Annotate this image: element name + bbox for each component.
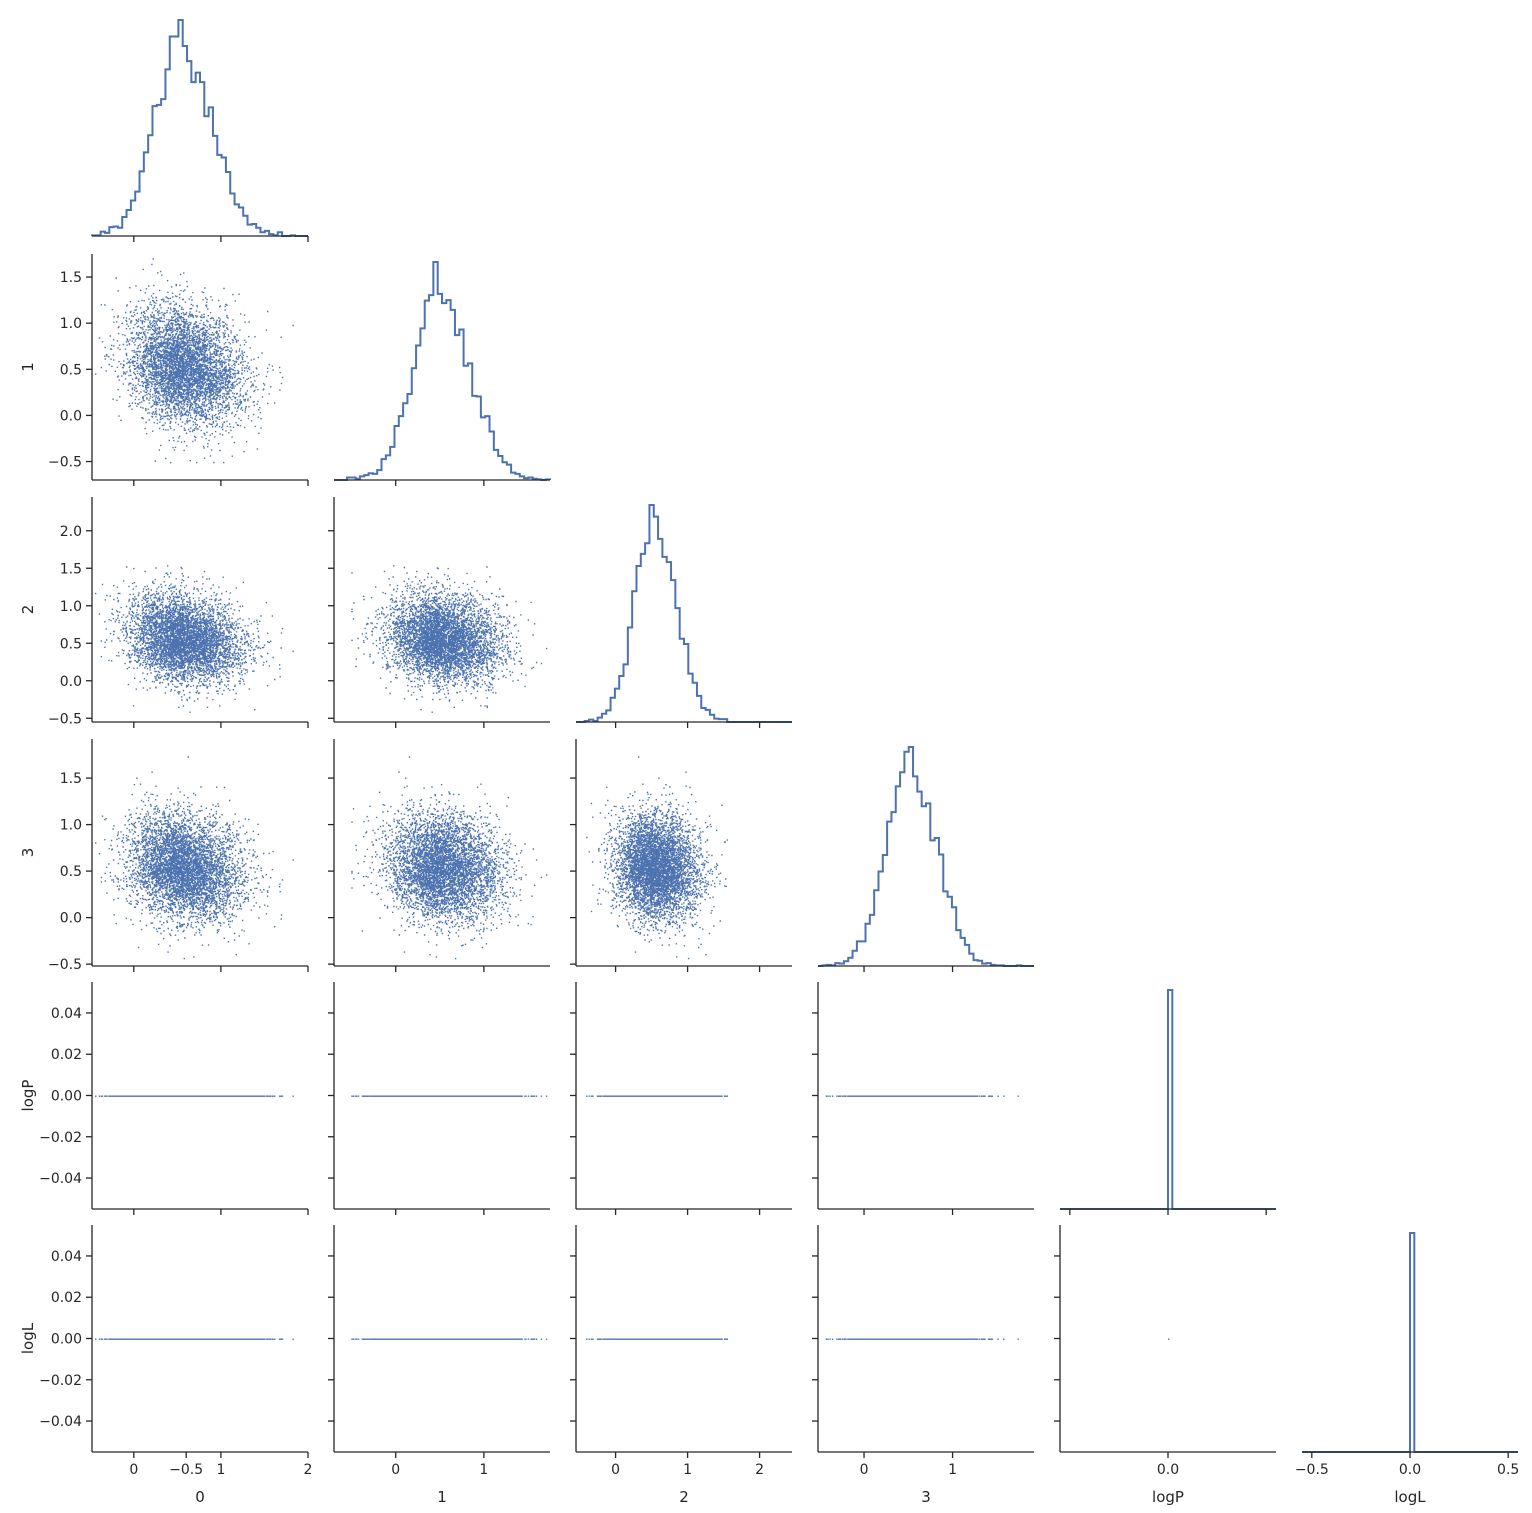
panel-logP-vs-logP [1060, 989, 1276, 1215]
histogram-3 [818, 746, 1034, 967]
x-tick-label: 0 [391, 1462, 400, 1478]
x-tick-label: −0.5 [169, 1462, 203, 1478]
panel-logP-vs-2 [570, 982, 792, 1215]
y-tick-label: 0.00 [51, 1332, 82, 1348]
y-tick-label: 0.02 [51, 1290, 82, 1306]
x-tick-label: 1 [479, 1462, 488, 1478]
y-axis-label-3: 3 [19, 848, 37, 858]
panel-2-vs-1 [328, 497, 550, 728]
y-tick-label: −0.02 [39, 1373, 82, 1389]
y-axis-label-logL: logL [19, 1322, 37, 1354]
y-tick-label: 1.0 [60, 599, 82, 615]
y-axis-label-1: 1 [19, 362, 37, 372]
x-tick-label: 0.5 [1497, 1462, 1519, 1478]
y-tick-label: 0.00 [51, 1089, 82, 1105]
panel-3-vs-1 [328, 739, 550, 972]
scatter-points-logL-vs-3 [825, 1338, 1019, 1340]
panel-2-vs-0: −0.5 0.0 0.5 1.0 1.5 2.0 [48, 497, 309, 728]
panel-logP-vs-3 [812, 982, 1034, 1215]
scatter-points-logP-vs-3 [825, 1095, 1019, 1097]
x-tick-label: 2 [755, 1462, 764, 1478]
scatter-points-logP-vs-2 [586, 1095, 728, 1097]
x-tick-label: 2 [304, 1462, 313, 1478]
panel-logL-vs-logP: −0.50.00.5 [169, 1225, 1276, 1478]
y-axis-label-2: 2 [19, 605, 37, 615]
y-tick-label: 1.0 [60, 316, 82, 332]
histogram-logL [1302, 1232, 1518, 1453]
y-tick-label: −0.04 [39, 1171, 82, 1187]
x-tick-label: 1 [216, 1462, 225, 1478]
panel-3-vs-2 [570, 739, 792, 972]
y-tick-label: −0.5 [48, 455, 82, 471]
y-tick-label: 0.0 [60, 911, 82, 927]
panel-2-vs-2 [576, 504, 792, 728]
x-tick-label: 0.0 [1157, 1462, 1179, 1478]
panel-logL-vs-0: 0 1 2 −0.04 −0.02 0.00 0.02 0.04 [39, 1225, 312, 1478]
x-tick-label: 0.0 [1399, 1462, 1421, 1478]
scatter-points-3-vs-0 [95, 756, 294, 960]
scatter-points-3-vs-2 [586, 756, 728, 960]
x-tick-label: 0 [129, 1462, 138, 1478]
y-axis-label-logP: logP [19, 1080, 37, 1112]
panel-3-vs-0: −0.5 0.0 0.5 1.0 1.5 [48, 739, 309, 973]
y-tick-label: 0.5 [60, 636, 82, 652]
y-tick-label: 0.02 [51, 1047, 82, 1063]
y-tick-label: 2.0 [60, 524, 82, 540]
panel-logL-vs-logL: −0.5 0.0 0.5 [1295, 1232, 1519, 1478]
panel-logP-vs-1 [328, 982, 550, 1215]
scatter-points-1-vs-0 [95, 258, 294, 464]
scatter-points-3-vs-1 [351, 756, 548, 960]
scatter-points-logL-vs-1 [351, 1338, 548, 1340]
histogram-2 [576, 504, 792, 723]
x-axis-label-2: 2 [679, 1488, 689, 1506]
panel-logL-vs-2: 0 1 2 [570, 1225, 792, 1478]
y-tick-label: 0.5 [60, 864, 82, 880]
y-tick-label: −0.04 [39, 1414, 82, 1430]
panel-0-vs-0 [91, 19, 309, 242]
scatter-points-2-vs-0 [95, 565, 294, 713]
x-tick-label: 0 [860, 1462, 869, 1478]
panel-logP-vs-0: −0.04 −0.02 0.00 0.02 0.04 [39, 982, 309, 1215]
scatter-points-2-vs-1 [351, 565, 548, 713]
histogram-1 [334, 261, 551, 481]
x-axis-label-logP: logP [1152, 1488, 1184, 1506]
y-tick-label: 1.5 [60, 771, 82, 787]
y-tick-label: 1.5 [60, 561, 82, 577]
scatter-points-logP-vs-1 [351, 1095, 548, 1097]
histogram-logP [1060, 989, 1276, 1210]
scatter-points-logP-vs-0 [95, 1095, 294, 1097]
y-tick-label: 0.0 [60, 408, 82, 424]
x-tick-label: 0 [611, 1462, 620, 1478]
y-tick-label: 1.5 [60, 270, 82, 286]
y-tick-label: −0.5 [48, 957, 82, 973]
scatter-points-logL-vs-0 [95, 1338, 294, 1340]
scatter-points-logL-vs-logP [1168, 1338, 1170, 1340]
histogram-0 [91, 19, 308, 237]
y-tick-label: 0.04 [51, 1006, 82, 1022]
x-tick-label: −0.5 [1295, 1462, 1329, 1478]
y-tick-label: 0.04 [51, 1249, 82, 1265]
y-tick-label: −0.5 [48, 711, 82, 727]
y-tick-label: 1.0 [60, 818, 82, 834]
x-axis-label-logL: logL [1394, 1488, 1426, 1506]
x-axis-label-3: 3 [921, 1488, 931, 1506]
y-tick-label: 0.0 [60, 674, 82, 690]
panel-1-vs-0: −0.5 0.0 0.5 1.0 1.5 [48, 254, 309, 486]
y-tick-label: 0.5 [60, 362, 82, 378]
scatter-points-logL-vs-2 [586, 1338, 728, 1340]
x-axis-label-1: 1 [437, 1488, 447, 1506]
x-tick-label: 1 [683, 1462, 692, 1478]
panel-3-vs-3 [818, 746, 1034, 972]
panel-1-vs-1 [334, 261, 551, 486]
y-tick-label: −0.02 [39, 1130, 82, 1146]
x-axis-label-0: 0 [195, 1488, 205, 1506]
x-tick-label: 1 [948, 1462, 957, 1478]
